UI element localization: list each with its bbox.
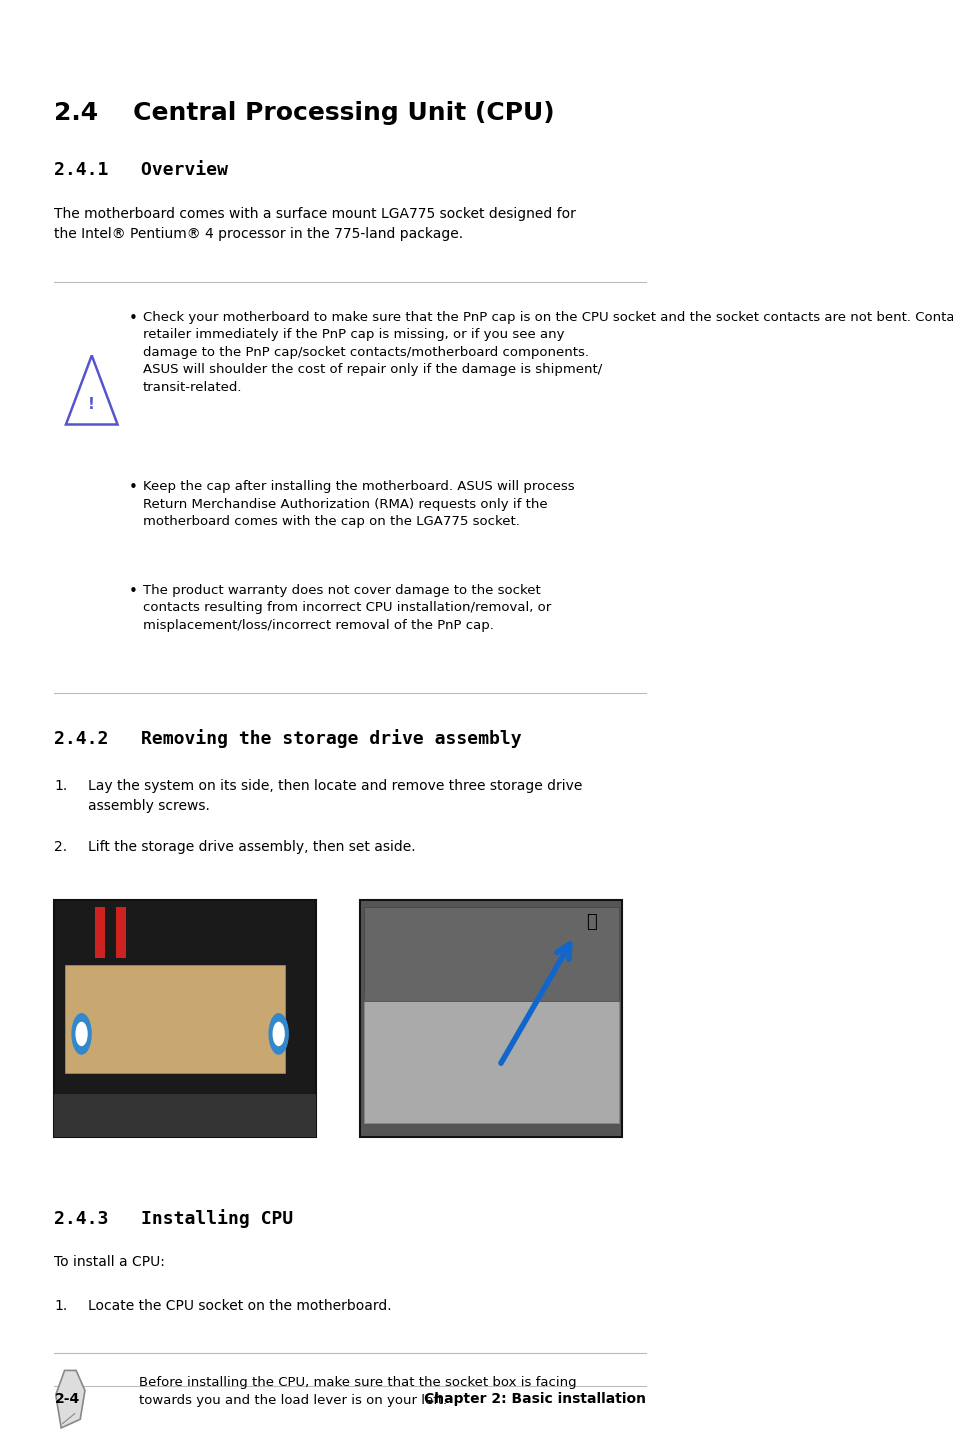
Text: 2.4.2   Removing the storage drive assembly: 2.4.2 Removing the storage drive assembl…: [54, 729, 521, 748]
Text: 2.: 2.: [54, 840, 68, 854]
Circle shape: [273, 1022, 284, 1045]
Text: Lay the system on its side, then locate and remove three storage drive
assembly : Lay the system on its side, then locate …: [89, 779, 582, 812]
FancyBboxPatch shape: [363, 907, 618, 1001]
Text: 1.: 1.: [54, 779, 68, 794]
Circle shape: [269, 1014, 288, 1054]
Text: The motherboard comes with a surface mount LGA775 socket designed for
the Intel®: The motherboard comes with a surface mou…: [54, 207, 576, 240]
FancyBboxPatch shape: [115, 907, 126, 958]
Text: Chapter 2: Basic installation: Chapter 2: Basic installation: [423, 1392, 645, 1406]
Text: •: •: [129, 311, 138, 325]
Polygon shape: [66, 355, 117, 424]
Text: To install a CPU:: To install a CPU:: [54, 1255, 165, 1270]
Text: The product warranty does not cover damage to the socket
contacts resulting from: The product warranty does not cover dama…: [143, 584, 551, 631]
Text: Lift the storage drive assembly, then set aside.: Lift the storage drive assembly, then se…: [89, 840, 416, 854]
Text: Check your motherboard to make sure that the PnP cap is on the CPU socket and th: Check your motherboard to make sure that…: [143, 311, 953, 394]
FancyBboxPatch shape: [54, 1094, 315, 1137]
FancyBboxPatch shape: [95, 907, 105, 958]
Text: 2.4.1   Overview: 2.4.1 Overview: [54, 161, 228, 180]
Circle shape: [76, 1022, 87, 1045]
Text: Locate the CPU socket on the motherboard.: Locate the CPU socket on the motherboard…: [89, 1299, 392, 1313]
FancyBboxPatch shape: [363, 994, 618, 1123]
Text: !: !: [89, 397, 95, 411]
Text: 2.4.3   Installing CPU: 2.4.3 Installing CPU: [54, 1209, 294, 1228]
Polygon shape: [55, 1370, 85, 1428]
Circle shape: [72, 1014, 91, 1054]
Text: •: •: [129, 584, 138, 598]
Text: Before installing the CPU, make sure that the socket box is facing
towards you a: Before installing the CPU, make sure tha…: [139, 1376, 577, 1408]
Text: Keep the cap after installing the motherboard. ASUS will process
Return Merchand: Keep the cap after installing the mother…: [143, 480, 574, 528]
Text: 2.4    Central Processing Unit (CPU): 2.4 Central Processing Unit (CPU): [54, 101, 555, 125]
Text: 2-4: 2-4: [54, 1392, 79, 1406]
FancyBboxPatch shape: [54, 900, 315, 1137]
Text: •: •: [129, 480, 138, 495]
FancyBboxPatch shape: [65, 965, 285, 1073]
Text: 🤚: 🤚: [585, 913, 596, 930]
Text: 1.: 1.: [54, 1299, 68, 1313]
FancyBboxPatch shape: [360, 900, 621, 1137]
